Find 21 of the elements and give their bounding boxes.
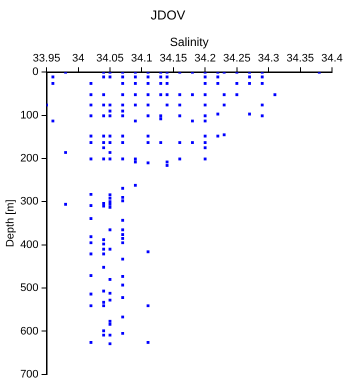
y-tick-label: 200	[20, 152, 39, 165]
x-tick-label: 34.35	[286, 52, 314, 65]
x-tick-label: 34.05	[96, 52, 124, 65]
x-tick-label: 34.15	[160, 52, 188, 65]
x-tick-label: 34.1	[130, 52, 152, 65]
y-axis-title: Depth [m]	[4, 199, 17, 248]
x-axis-title: Salinity	[170, 35, 209, 50]
chart-title: JDOV	[150, 7, 186, 22]
y-tick-label: 600	[20, 325, 39, 338]
x-tick-label: 34	[72, 52, 84, 65]
y-tick-label: 400	[20, 238, 39, 251]
y-tick-label: 700	[20, 368, 39, 380]
y-tick-label: 500	[20, 282, 39, 294]
x-tick-label: 33.95	[32, 52, 60, 65]
x-tick-label: 34.4	[321, 52, 343, 65]
y-tick-label: 300	[20, 196, 39, 208]
x-tick-label: 34.3	[258, 52, 280, 65]
x-tick-label: 34.2	[194, 52, 216, 65]
y-tick-label: 0	[32, 66, 39, 78]
x-tick-label: 34.25	[223, 52, 251, 65]
y-tick-label: 100	[20, 109, 39, 122]
